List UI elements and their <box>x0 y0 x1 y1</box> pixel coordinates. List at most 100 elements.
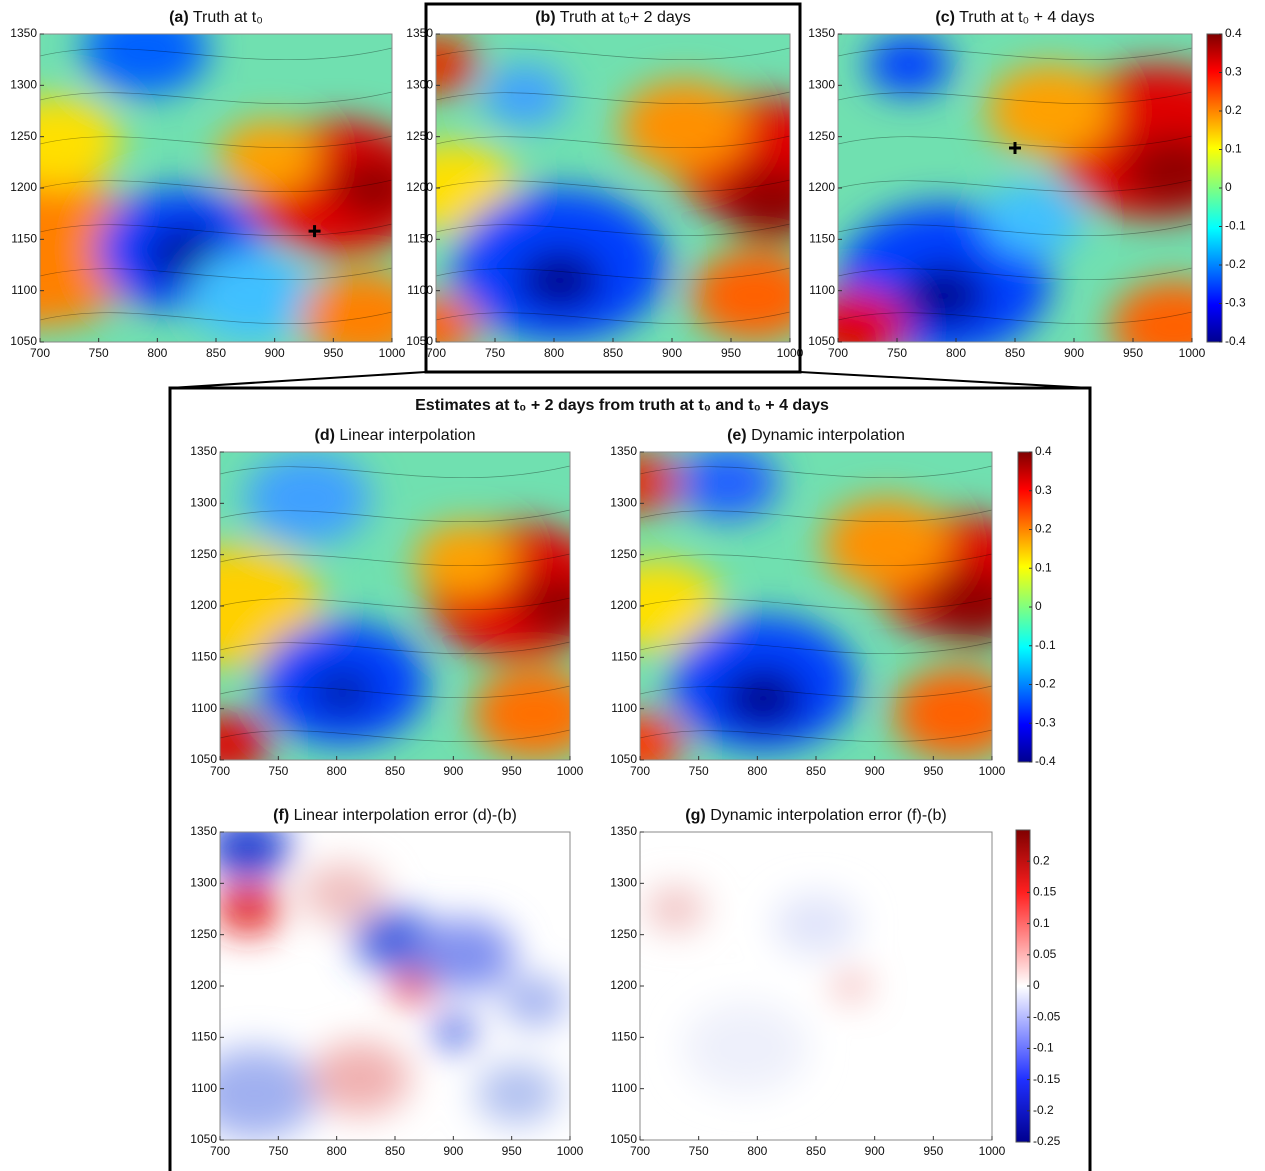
field-blob <box>834 973 869 999</box>
contour <box>640 729 992 743</box>
y-tick-label: 1250 <box>190 547 217 561</box>
x-tick-label: 850 <box>385 1144 405 1158</box>
x-tick-label: 800 <box>544 346 564 360</box>
x-tick-label: 700 <box>30 346 50 360</box>
y-tick-label: 1100 <box>611 701 637 715</box>
field-blob <box>986 64 1115 158</box>
field-blob <box>332 157 392 219</box>
contour <box>40 223 392 237</box>
y-tick-label: 1100 <box>191 701 217 715</box>
field-blob <box>475 1063 560 1125</box>
x-tick-label: 750 <box>689 764 709 778</box>
field-blobs <box>436 34 790 342</box>
y-tick-label: 1350 <box>190 824 217 838</box>
field-blob <box>309 1041 411 1116</box>
x-tick-label: 750 <box>89 346 109 360</box>
field-blob <box>923 569 992 643</box>
y-tick-label: 1050 <box>190 752 217 766</box>
field-blob <box>645 887 705 931</box>
x-tick-label: 1000 <box>1179 346 1206 360</box>
field-blobs <box>220 832 569 1140</box>
colorbar-tick-label: -0.1 <box>1225 219 1246 233</box>
x-tick-label: 800 <box>327 764 347 778</box>
y-tick-label: 1250 <box>808 129 835 143</box>
contour <box>436 179 790 193</box>
field-blob <box>414 918 516 993</box>
panel-title: (e) Dynamic interpolation <box>727 427 905 444</box>
field-blob <box>220 1047 318 1140</box>
x-tick-label: 900 <box>1064 346 1084 360</box>
x-tick-label: 850 <box>1005 346 1025 360</box>
colorbar-tick-label: -0.2 <box>1035 677 1056 691</box>
field-blob <box>720 667 806 730</box>
field-blob <box>40 95 121 188</box>
x-tick-label: 850 <box>603 346 623 360</box>
y-tick-label: 1350 <box>808 26 835 40</box>
colorbar-tick-label: 0.2 <box>1225 103 1242 117</box>
x-tick-label: 1000 <box>777 346 804 360</box>
field-blob <box>433 1016 476 1048</box>
heatmap-field <box>40 34 392 342</box>
colorbar-tick-label: -0.1 <box>1035 638 1056 652</box>
contour <box>838 311 1192 325</box>
contour <box>838 91 1192 105</box>
y-tick-label: 1200 <box>610 978 637 992</box>
field-blobs <box>640 452 992 760</box>
contour <box>838 267 1192 281</box>
contour <box>436 47 790 61</box>
x-tick-label: 950 <box>721 346 741 360</box>
colorbar-tick-label: 0.15 <box>1033 885 1057 899</box>
x-tick-label: 800 <box>327 1144 347 1158</box>
y-tick-label: 1300 <box>808 78 835 92</box>
panel-title: (f) Linear interpolation error (d)-(b) <box>273 807 517 824</box>
y-tick-label: 1150 <box>11 232 37 246</box>
contour <box>40 91 392 105</box>
panel-title-text: Truth at t₀ + 4 days <box>959 9 1094 26</box>
panel-title: (d) Linear interpolation <box>315 427 476 444</box>
contour <box>436 223 790 237</box>
connector <box>169 371 427 389</box>
zoom-box <box>424 2 802 374</box>
colorbar-tick-label: -0.3 <box>1225 296 1246 310</box>
colorbar-tick-label: 0 <box>1035 599 1042 613</box>
colorbar-tick-label: 0.4 <box>1225 26 1242 40</box>
y-tick-label: 1150 <box>611 650 637 664</box>
contour <box>40 47 392 61</box>
contour <box>40 135 392 149</box>
field-blob <box>773 893 859 956</box>
field-blob <box>82 34 209 96</box>
x-tick-label: 700 <box>210 1144 230 1158</box>
panel-label: (f) <box>273 807 289 824</box>
x-tick-label: 800 <box>147 346 167 360</box>
panel-label: (a) <box>169 9 189 26</box>
field-blob <box>517 575 570 637</box>
field-blob <box>640 452 683 514</box>
field-blob <box>682 1001 809 1094</box>
colorbar-tick-label: -0.1 <box>1033 1041 1054 1055</box>
contour <box>436 135 790 149</box>
colorbar-tick-label: -0.25 <box>1033 1134 1061 1148</box>
y-tick-label: 1150 <box>407 232 433 246</box>
colorbar-tick-label: 0.4 <box>1035 444 1052 458</box>
y-tick-label: 1100 <box>809 283 835 297</box>
x-tick-label: 800 <box>747 764 767 778</box>
y-tick-label: 1250 <box>610 547 637 561</box>
x-tick-label: 950 <box>923 764 943 778</box>
x-tick-label: 700 <box>630 1144 650 1158</box>
y-tick-label: 1200 <box>10 180 37 194</box>
field-blob <box>300 271 392 342</box>
y-tick-label: 1100 <box>611 1081 637 1095</box>
y-tick-label: 1050 <box>808 334 835 348</box>
field-blob <box>721 166 790 241</box>
field-blob <box>414 522 516 597</box>
x-tick-label: 850 <box>206 346 226 360</box>
y-tick-label: 1050 <box>610 752 637 766</box>
y-tick-label: 1100 <box>11 283 37 297</box>
colorbar-tick-label: 0.1 <box>1033 916 1050 930</box>
field-blob <box>436 295 479 342</box>
x-tick-label: 950 <box>1123 346 1143 360</box>
panel-title-text: Truth at t₀+ 2 days <box>560 9 691 26</box>
y-tick-label: 1200 <box>610 598 637 612</box>
field-blob <box>220 884 282 934</box>
